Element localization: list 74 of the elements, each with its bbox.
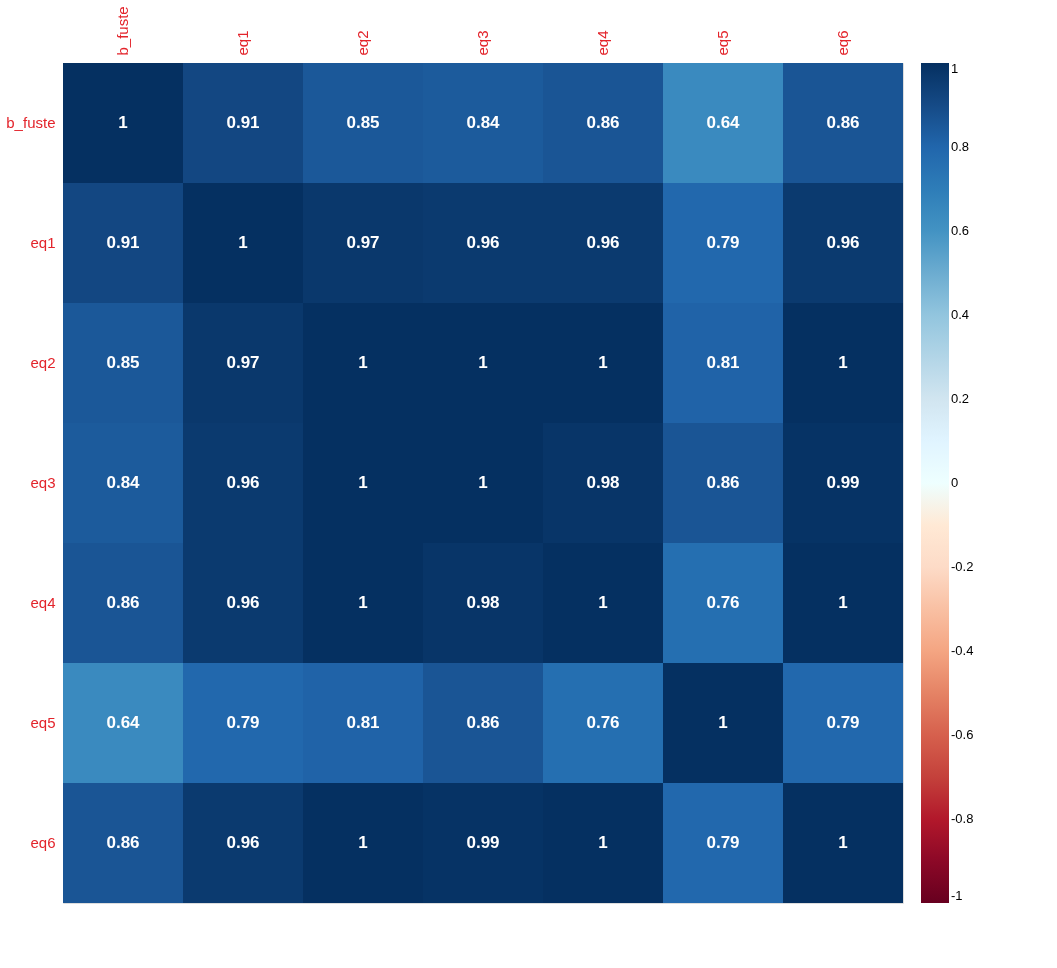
data-label: 1: [358, 833, 368, 852]
data-label: 1: [478, 473, 488, 492]
color-bar-label: -0.8: [951, 811, 974, 826]
data-label: 1: [718, 713, 728, 732]
y-tick-label: eq4: [30, 594, 56, 611]
data-label: 0.91: [106, 233, 140, 252]
color-bar-label: -0.6: [951, 727, 974, 742]
data-label: 0.79: [706, 833, 740, 852]
data-label: 0.79: [826, 713, 860, 732]
y-tick-label: eq3: [30, 474, 56, 491]
data-label: 0.81: [706, 353, 740, 372]
data-label: 0.86: [586, 113, 620, 132]
data-label: 0.98: [586, 473, 620, 492]
color-bar-label: 0.2: [951, 391, 970, 406]
y-tick-label: eq5: [30, 714, 56, 731]
data-label: 1: [118, 113, 128, 132]
data-label: 0.96: [826, 233, 860, 252]
data-label: 1: [478, 353, 488, 372]
x-tick-label: eq3: [474, 30, 491, 56]
data-label: 1: [598, 833, 608, 852]
data-label: 0.91: [226, 113, 260, 132]
color-bar-label: -0.2: [951, 559, 974, 574]
y-tick-label: eq1: [30, 234, 56, 251]
color-bar-label: 1: [951, 61, 959, 76]
color-bar-label: -1: [951, 888, 963, 903]
color-bar-label: 0.4: [951, 307, 970, 322]
data-label: 0.76: [586, 713, 620, 732]
y-tick-label: b_fuste: [6, 114, 56, 131]
data-label: 0.86: [106, 833, 140, 852]
data-label: 0.81: [346, 713, 380, 732]
data-label: 1: [358, 353, 368, 372]
color-bar-label: -0.4: [951, 643, 974, 658]
data-label: 1: [238, 233, 248, 252]
data-label: 1: [598, 353, 608, 372]
data-label: 0.84: [106, 473, 141, 492]
x-tick-label: b_fuste: [114, 6, 131, 56]
data-label: 1: [358, 593, 368, 612]
color-bar-label: 0: [951, 475, 959, 490]
x-tick-label: eq4: [594, 30, 611, 56]
data-label: 1: [838, 593, 848, 612]
data-label: 0.86: [466, 713, 500, 732]
data-label: 0.97: [346, 233, 380, 252]
data-label: 0.96: [226, 833, 260, 852]
data-label: 1: [838, 833, 848, 852]
data-label: 0.85: [106, 353, 140, 372]
data-label: 1: [838, 353, 848, 372]
data-label: 0.86: [826, 113, 860, 132]
data-label: 0.86: [106, 593, 140, 612]
data-label: 0.99: [466, 833, 500, 852]
x-tick-label: eq2: [354, 30, 371, 56]
data-label: 0.98: [466, 593, 500, 612]
data-label: 1: [598, 593, 608, 612]
data-label: 0.97: [226, 353, 260, 372]
color-bar-label: 0.8: [951, 139, 970, 154]
y-tick-label: eq6: [30, 834, 56, 851]
x-tick-label: eq1: [234, 30, 251, 56]
data-label: 0.64: [706, 113, 741, 132]
data-label: 0.99: [826, 473, 860, 492]
data-label: 0.76: [706, 593, 740, 612]
data-label: 0.64: [106, 713, 141, 732]
data-label: 0.86: [706, 473, 740, 492]
x-tick-label: eq5: [714, 30, 731, 56]
color-bar-label: 0.6: [951, 223, 970, 238]
data-label: 0.96: [586, 233, 620, 252]
data-label: 0.79: [706, 233, 740, 252]
data-label: 1: [358, 473, 368, 492]
y-tick-label: eq2: [30, 354, 56, 371]
data-label: 0.85: [346, 113, 380, 132]
data-label: 0.96: [466, 233, 500, 252]
data-label: 0.96: [226, 473, 260, 492]
data-label: 0.79: [226, 713, 260, 732]
data-label: 0.96: [226, 593, 260, 612]
x-tick-label: eq6: [834, 30, 851, 56]
data-label: 0.84: [466, 113, 501, 132]
